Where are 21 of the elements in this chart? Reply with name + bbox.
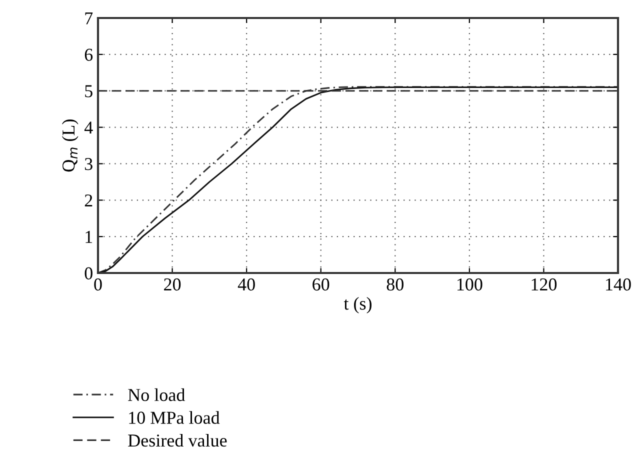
y-tick-label: 0 — [84, 267, 92, 280]
x-tick-label: 100 — [457, 278, 482, 291]
y-tick-label: 1 — [86, 230, 92, 243]
legend-label: 10 MPa load — [129, 411, 220, 424]
x-tick-label: 120 — [532, 278, 557, 291]
legend-label: Desired value — [128, 434, 227, 447]
x-tick-label: 80 — [386, 278, 404, 291]
y-axis-title: Q$_{m}$ (L) — [62, 120, 78, 172]
x-tick-label: 20 — [164, 278, 181, 291]
y-tick-label: 6 — [84, 48, 93, 61]
x-tick-label: 140 — [606, 278, 631, 291]
x-tick-label: 60 — [312, 278, 330, 291]
x-tick-label: 40 — [238, 278, 255, 291]
y-tick-label: 3 — [84, 158, 92, 170]
x-axis-title: t (s) — [344, 297, 372, 314]
y-tick-label: 4 — [84, 122, 93, 134]
legend-label: No load — [128, 388, 186, 402]
y-tick-label: 5 — [85, 85, 92, 98]
x-tick-label: 0 — [94, 278, 102, 291]
y-tick-label: 2 — [84, 194, 92, 206]
y-tick-label: 7 — [85, 12, 93, 24]
